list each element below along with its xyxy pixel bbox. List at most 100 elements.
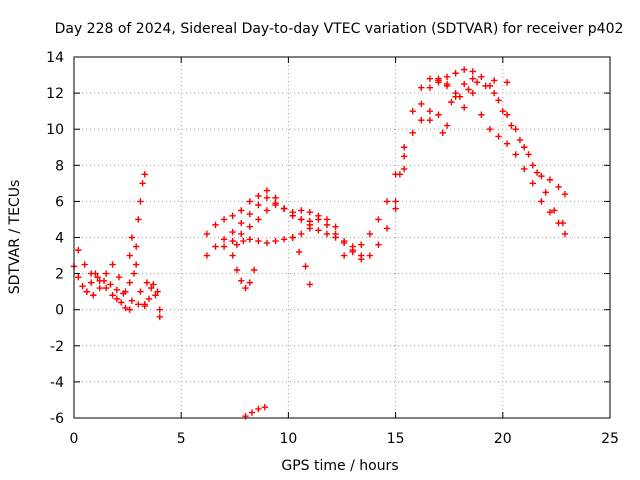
data-point (555, 183, 562, 191)
data-point (426, 116, 434, 124)
data-point (383, 225, 391, 232)
data-point (233, 241, 241, 248)
data-point (87, 279, 95, 286)
data-point (75, 274, 82, 281)
data-point (109, 292, 116, 299)
data-point (529, 162, 537, 169)
data-point (295, 248, 303, 256)
data-point (418, 116, 425, 124)
x-tick-label: 10 (279, 431, 297, 447)
data-point (495, 133, 502, 140)
data-point (392, 205, 399, 212)
data-point (443, 73, 451, 81)
axis-ticks: 0 5 10 15 20 25 -6 -4 -2 0 2 4 6 8 10 12 14 (46, 50, 619, 447)
data-point (521, 165, 528, 173)
series-arc-b (75, 246, 140, 297)
data-point (115, 274, 123, 281)
data-point (280, 236, 288, 243)
data-point (109, 261, 116, 268)
data-point (452, 93, 459, 100)
data-point (426, 75, 434, 82)
data-point (137, 288, 144, 295)
data-point (289, 234, 296, 241)
data-point (229, 212, 236, 220)
data-point (87, 270, 95, 277)
data-point (238, 230, 245, 238)
x-tick-label: 0 (70, 431, 79, 447)
y-tick-label: 10 (46, 122, 64, 138)
data-point (469, 68, 476, 75)
series-rise-2 (358, 79, 468, 263)
data-point (332, 234, 339, 241)
data-point (439, 129, 446, 137)
data-point (122, 288, 129, 295)
data-point (150, 281, 157, 288)
data-point (551, 207, 558, 214)
data-point (203, 252, 211, 259)
data-point (461, 104, 468, 111)
data-point (298, 216, 305, 223)
data-point (323, 221, 331, 229)
data-point (383, 198, 391, 205)
series-mid-3 (220, 201, 356, 250)
data-point (546, 209, 554, 216)
data-point (126, 306, 133, 313)
data-point (443, 122, 451, 129)
data-point (538, 172, 545, 180)
data-point (246, 236, 254, 243)
y-tick-label: 0 (55, 303, 64, 319)
data-point (340, 239, 348, 247)
data-point (358, 241, 365, 248)
data-point (272, 237, 279, 245)
data-point (478, 111, 485, 118)
data-point (469, 75, 476, 82)
data-point (128, 234, 136, 241)
data-point (503, 140, 511, 147)
data-point (152, 292, 159, 299)
data-point (499, 107, 506, 115)
series-mid-dip2 (289, 234, 314, 288)
data-point (255, 201, 262, 209)
data-point (443, 82, 451, 90)
data-point (229, 237, 236, 245)
series-peak-1 (435, 66, 569, 198)
x-tick-label: 25 (601, 431, 619, 447)
data-point (212, 243, 219, 250)
data-point (102, 284, 110, 292)
x-tick-label: 15 (387, 431, 405, 447)
chart-title: Day 228 of 2024, Sidereal Day-to-day VTE… (55, 21, 624, 37)
data-point (156, 313, 163, 321)
y-tick-label: -6 (50, 411, 64, 427)
data-point (448, 98, 455, 106)
data-point (289, 212, 296, 220)
data-point (113, 295, 121, 303)
data-point (469, 89, 476, 97)
data-point (126, 252, 133, 259)
data-point (107, 281, 114, 288)
series-arc-e (143, 279, 163, 321)
data-point (113, 286, 121, 294)
data-point (366, 252, 374, 259)
data-point (452, 70, 459, 77)
data-point (435, 75, 442, 82)
data-point (272, 194, 279, 201)
data-point (546, 176, 554, 183)
data-point (396, 171, 404, 178)
data-point (486, 126, 494, 133)
data-point (315, 227, 322, 234)
data-point (400, 165, 408, 173)
data-point (141, 171, 148, 178)
data-point (280, 205, 288, 212)
data-point (229, 228, 236, 236)
data-point (298, 207, 305, 214)
data-point (525, 151, 532, 158)
data-point (90, 292, 97, 299)
data-point (156, 306, 163, 313)
data-point (130, 270, 138, 277)
data-point (533, 169, 541, 176)
data-point (132, 243, 140, 250)
series-mid-2 (203, 194, 339, 259)
data-point (255, 237, 262, 245)
series-mid-dip (229, 252, 258, 292)
